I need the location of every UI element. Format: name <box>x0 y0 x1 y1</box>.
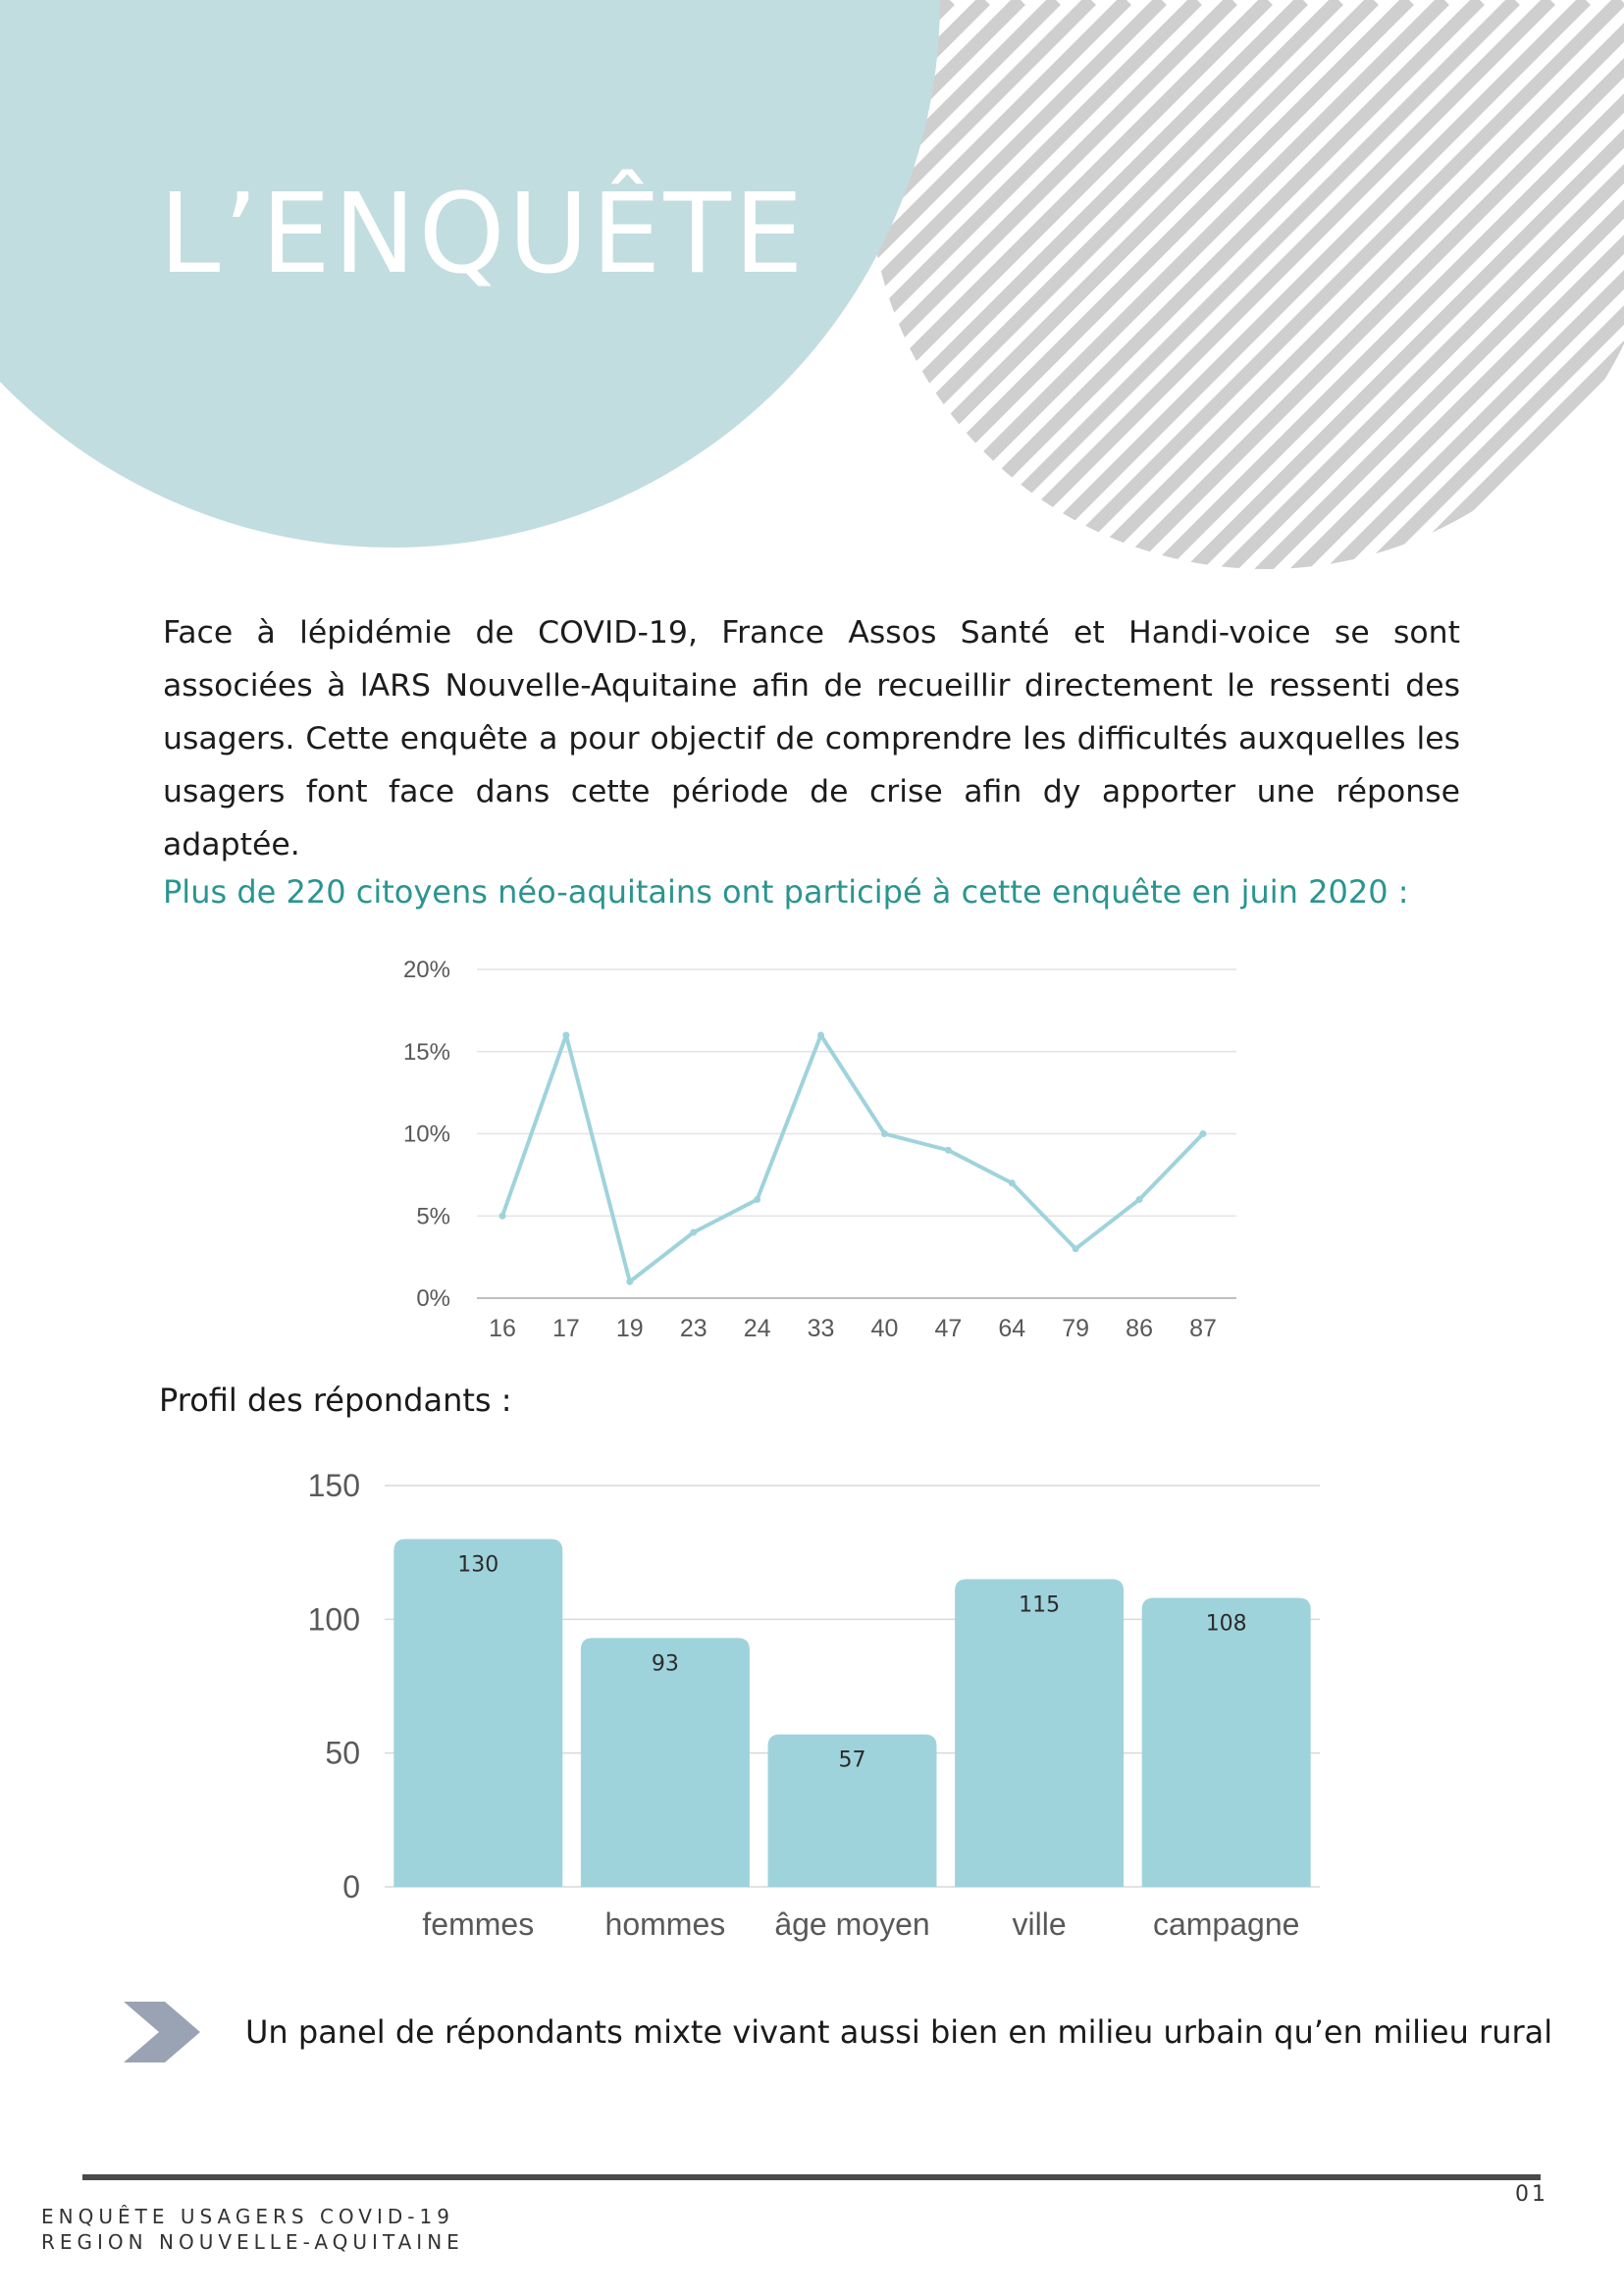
stripe-line <box>1290 0 1624 569</box>
stripe-line <box>1255 0 1624 569</box>
x-tick-label: 47 <box>934 1315 962 1342</box>
stripe-line <box>1078 0 1624 569</box>
x-tick-label: campagne <box>1153 1906 1299 1942</box>
stripe-line <box>972 0 1591 569</box>
data-point <box>754 1196 761 1203</box>
bar <box>393 1539 563 1887</box>
data-point <box>817 1031 825 1039</box>
x-tick-label: 64 <box>998 1315 1025 1342</box>
y-tick-label: 0 <box>342 1869 360 1905</box>
y-tick-label: 150 <box>308 1468 360 1503</box>
data-point <box>1008 1179 1016 1187</box>
x-tick-label: 23 <box>680 1315 707 1342</box>
stripe-line <box>1220 0 1624 569</box>
x-tick-label: femmes <box>422 1906 534 1942</box>
teal-circle <box>0 0 940 548</box>
x-tick-label: 19 <box>616 1315 644 1342</box>
x-tick-label: 17 <box>552 1315 580 1342</box>
y-tick-label: 20% <box>403 957 450 983</box>
stripe-line <box>868 0 1273 569</box>
bar <box>955 1579 1125 1887</box>
y-tick-label: 0% <box>416 1285 450 1312</box>
series-line <box>500 1033 1205 1284</box>
data-label: 93 <box>652 1651 679 1676</box>
x-tick-label: 24 <box>744 1315 771 1342</box>
bar <box>1141 1597 1311 1887</box>
x-tick-label: ville <box>1013 1906 1067 1942</box>
x-tick-label: 40 <box>871 1315 899 1342</box>
stripe-line <box>868 0 1096 569</box>
bar-chart-caption: Profil des répondants : <box>159 1382 512 1419</box>
stripe-line <box>1149 0 1624 569</box>
data-point <box>1199 1130 1207 1137</box>
y-tick-label: 100 <box>308 1601 360 1637</box>
stripe-line <box>1114 0 1624 569</box>
stripe-line <box>1326 0 1624 569</box>
data-point <box>880 1130 888 1137</box>
data-label: 108 <box>1206 1612 1247 1637</box>
callout-text: Un panel de répondants mixte vivant auss… <box>245 2013 1553 2051</box>
stripe-line <box>868 0 1237 569</box>
data-point <box>690 1228 698 1236</box>
y-tick-label: 15% <box>403 1039 450 1066</box>
data-point <box>498 1212 506 1220</box>
footer-divider <box>82 2174 1541 2180</box>
y-tick-label: 5% <box>416 1203 450 1229</box>
stripe-line <box>868 0 1308 569</box>
x-tick-label: 86 <box>1126 1315 1153 1342</box>
x-tick-label: 33 <box>808 1315 835 1342</box>
bar <box>767 1734 937 1887</box>
data-label: 130 <box>457 1553 498 1578</box>
chevron-arrow-icon <box>124 2002 200 2062</box>
page-title: L’ENQUÊTE <box>159 171 807 298</box>
stripe-line <box>1008 0 1624 569</box>
data-point <box>1072 1245 1079 1253</box>
footer-line-2: REGION NOUVELLE-AQUITAINE <box>41 2230 464 2254</box>
stripe-line <box>868 0 1131 569</box>
intro-paragraph: Face à lépidémie de COVID-19, France Ass… <box>163 615 1460 862</box>
data-point <box>944 1146 952 1154</box>
stripe-line <box>868 0 1167 569</box>
stripe-line <box>1043 0 1624 569</box>
stripe-line <box>868 0 1379 569</box>
x-tick-label: âge moyen <box>774 1906 929 1942</box>
stripe-line <box>1184 0 1624 569</box>
data-point <box>1135 1196 1143 1203</box>
y-tick-label: 50 <box>325 1736 360 1771</box>
x-tick-label: 16 <box>489 1315 516 1342</box>
footer-line-1: ENQUÊTE USAGERS COVID-19 <box>41 2205 454 2228</box>
data-label: 57 <box>839 1748 866 1773</box>
y-tick-label: 10% <box>403 1122 450 1148</box>
page-number: 01 <box>1515 2182 1548 2207</box>
data-point <box>562 1031 570 1039</box>
line-chart-caption: Plus de 220 citoyens néo-aquitains ont p… <box>163 873 1409 911</box>
header-decoration <box>0 0 1624 569</box>
x-tick-label: hommes <box>605 1906 726 1942</box>
x-tick-label: 79 <box>1062 1315 1089 1342</box>
bar <box>580 1638 750 1887</box>
data-point <box>626 1278 634 1285</box>
stripe-line <box>1361 0 1624 569</box>
x-tick-label: 87 <box>1189 1315 1217 1342</box>
footer-label: ENQUÊTE USAGERS COVID-19 REGION NOUVELLE… <box>41 2204 464 2255</box>
data-label: 115 <box>1019 1592 1060 1617</box>
stripe-line <box>868 0 1343 569</box>
stripe-line <box>868 0 1061 569</box>
stripe-line <box>868 0 1202 569</box>
